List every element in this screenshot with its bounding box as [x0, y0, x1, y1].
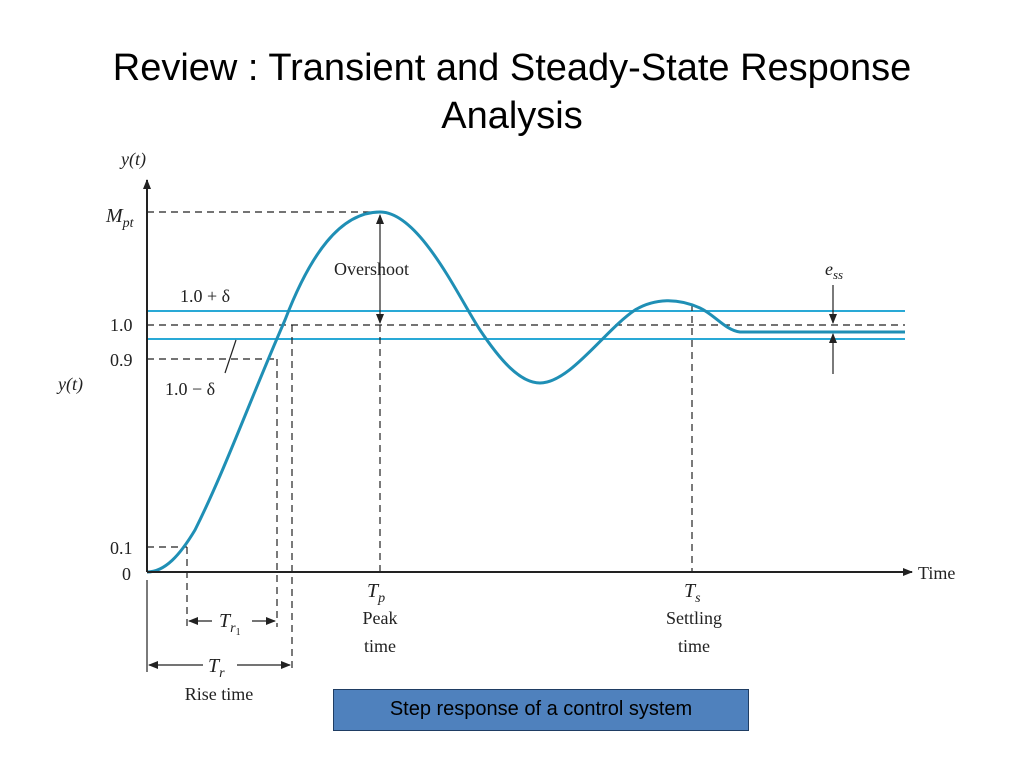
y-axis-label-top: y(t): [119, 149, 146, 170]
caption-text: Step response of a control system: [389, 698, 693, 720]
tp-label-line-2: time: [364, 636, 396, 656]
slide-title: Review : Transient and Steady-State Resp…: [0, 44, 1024, 140]
y-tick-0-1: 0.1: [110, 538, 133, 558]
tp-label-line-1: Peak: [363, 608, 398, 628]
ts-symbol: Ts: [684, 580, 701, 606]
x-axis-label: Time: [918, 563, 955, 583]
tr1-symbol: Tr1: [219, 610, 241, 638]
tr-symbol: Tr: [208, 655, 225, 681]
tp-symbol: Tp: [367, 580, 385, 606]
y-tick-1-0: 1.0: [110, 315, 133, 335]
band-lower-pointer: [224, 339, 237, 374]
y-tick-0-9: 0.9: [110, 350, 133, 370]
caption-box: Step response of a control system: [333, 689, 749, 731]
overshoot-label: Overshoot: [334, 259, 409, 279]
step-response-curve: [146, 210, 905, 574]
band-lower-label: 1.0 − δ: [165, 379, 215, 399]
y-axis-label-side: y(t): [56, 374, 83, 395]
y-tick-mpt: Mpt: [105, 205, 135, 231]
band-upper-label: 1.0 + δ: [180, 286, 230, 306]
slide-title-line-2: Analysis: [441, 95, 583, 137]
slide-title-line-1: Review : Transient and Steady-State Resp…: [112, 47, 912, 89]
ess-label: ess: [825, 259, 843, 282]
ts-label-line-1: Settling: [666, 608, 722, 628]
rise-time-label: Rise time: [185, 684, 254, 704]
y-tick-0: 0: [122, 564, 131, 584]
ts-label-line-2: time: [678, 636, 710, 656]
